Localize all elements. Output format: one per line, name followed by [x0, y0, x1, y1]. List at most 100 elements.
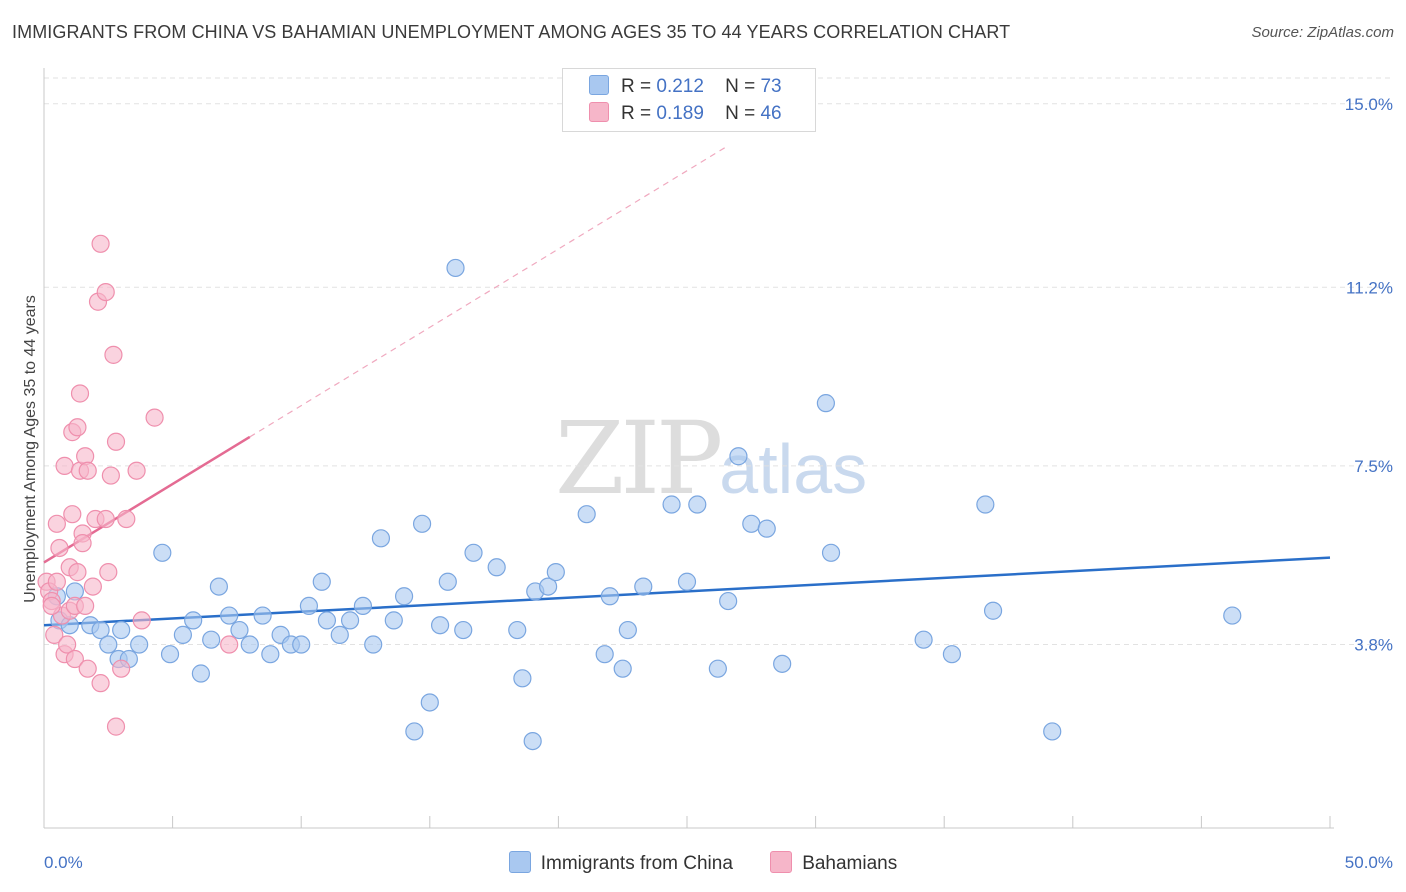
series-label-china: Immigrants from China [540, 853, 733, 874]
point-china [438, 572, 457, 591]
point-china [821, 543, 841, 562]
point-china [330, 625, 349, 644]
series-legend-china: Immigrants from China [508, 851, 733, 875]
point-bahamians [96, 282, 115, 302]
point-china [130, 635, 149, 654]
point-china [446, 258, 465, 278]
point-china [153, 543, 172, 562]
point-china [384, 611, 403, 630]
point-bahamians [78, 659, 97, 678]
point-china [253, 606, 272, 625]
legend-swatch-bahamians [589, 102, 609, 122]
point-china [729, 447, 748, 466]
point-china [513, 669, 532, 688]
point-china [371, 529, 391, 548]
point-china [688, 495, 707, 514]
data-points [37, 234, 1242, 751]
series-legend: Immigrants from China Bahamians [0, 851, 1406, 875]
point-china [742, 514, 761, 533]
point-china [1043, 722, 1062, 741]
point-bahamians [73, 534, 92, 553]
trend-extension-bahamians [249, 146, 726, 438]
point-bahamians [91, 674, 110, 693]
point-china [317, 611, 337, 630]
point-china [299, 596, 319, 616]
point-china [394, 587, 414, 606]
point-bahamians [45, 625, 64, 644]
point-china [773, 654, 792, 673]
point-china [508, 620, 527, 640]
point-bahamians [117, 509, 136, 529]
legend-r-label: R = [621, 103, 652, 124]
axes [43, 68, 1334, 829]
point-china [240, 635, 259, 654]
point-china [487, 558, 506, 577]
axis-labels: 3.8% 7.5% 11.2% 15.0% 0.0% 50.0% Unemployment … [22, 95, 1393, 872]
point-china [613, 659, 632, 678]
point-bahamians [55, 456, 74, 475]
point-china [600, 587, 619, 606]
point-china [577, 505, 596, 524]
point-china [364, 635, 383, 654]
point-bahamians [220, 635, 239, 654]
point-china [634, 577, 653, 596]
point-china [173, 625, 192, 644]
point-bahamians [145, 408, 164, 427]
legend-n-value-china: 73 [760, 76, 782, 97]
legend-r-value-bahamians: 0.189 [656, 103, 704, 124]
point-bahamians [42, 596, 61, 616]
legend-row-bahamians: R = 0.189 N = 46 [589, 102, 782, 125]
point-china [942, 645, 962, 664]
trend-lines [43, 146, 1331, 627]
watermark-atlas: atlas [719, 430, 868, 508]
y-tick-label: 3.8% [1354, 636, 1393, 655]
point-china [112, 620, 131, 640]
point-china [708, 659, 727, 678]
point-china [261, 645, 280, 664]
point-bahamians [76, 596, 95, 616]
legend-r-label: R = [621, 76, 652, 97]
point-bahamians [127, 461, 146, 480]
point-china [412, 514, 432, 533]
y-axis-label: Unemployment Among Ages 35 to 44 years [22, 295, 39, 603]
point-china [816, 394, 835, 413]
point-bahamians [63, 505, 82, 524]
legend-r-value-china: 0.212 [656, 76, 704, 97]
point-china [405, 722, 424, 741]
point-china [677, 572, 697, 591]
point-china [719, 591, 738, 611]
legend-n-label: N = [725, 76, 756, 97]
point-china [184, 611, 203, 630]
point-china [292, 635, 311, 654]
x-tick-label: 50.0% [1345, 853, 1393, 872]
point-china [618, 620, 637, 640]
y-tick-label: 7.5% [1354, 457, 1393, 476]
point-bahamians [50, 538, 69, 558]
point-china [595, 645, 614, 664]
legend-swatch-china [589, 75, 609, 95]
point-china [202, 630, 221, 649]
y-tick-label: 11.2% [1346, 278, 1393, 297]
x-tick-label: 0.0% [44, 853, 83, 872]
point-bahamians [101, 466, 120, 485]
point-bahamians [104, 345, 123, 364]
series-label-bahamians: Bahamians [802, 853, 898, 874]
point-china [757, 519, 776, 538]
point-bahamians [47, 572, 66, 591]
point-china [230, 620, 249, 640]
point-china [191, 664, 210, 683]
point-china [539, 577, 558, 596]
point-china [523, 731, 542, 751]
point-bahamians [58, 635, 77, 654]
point-china [976, 495, 995, 514]
legend-row-china: R = 0.212 N = 73 [589, 75, 782, 98]
y-tick-label: 15.0% [1345, 95, 1393, 114]
series-swatch-china [508, 851, 531, 873]
point-bahamians [99, 563, 118, 582]
legend-n-label: N = [725, 103, 756, 124]
chart-title: IMMIGRANTS FROM CHINA VS BAHAMIAN UNEMPL… [12, 22, 1011, 42]
point-china [420, 693, 439, 712]
point-china [99, 635, 118, 654]
point-china [91, 620, 110, 640]
source-label: Source: ZipAtlas.com [1251, 24, 1394, 41]
